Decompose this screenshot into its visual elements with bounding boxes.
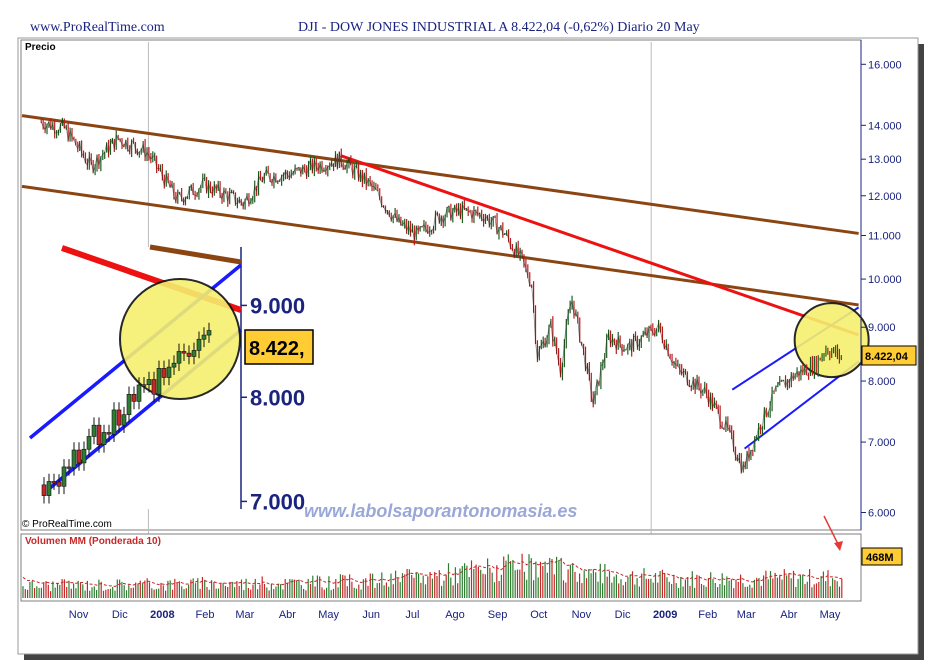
time-tick-label: Jun bbox=[362, 609, 380, 621]
price-tick-label: 7.000 bbox=[868, 437, 896, 449]
inset-candle bbox=[76, 449, 82, 464]
volume-moving-average bbox=[22, 558, 842, 588]
inset-candle bbox=[146, 379, 152, 385]
time-tick-label: Mar bbox=[235, 609, 254, 621]
price-axis: 16.000 14.000 13.000 12.000 11.000 10.000 9.00… bbox=[860, 40, 902, 530]
time-tick-label: Sep bbox=[488, 609, 508, 621]
time-tick-label: Dic bbox=[112, 609, 128, 621]
time-tick-label: May bbox=[318, 609, 339, 621]
time-tick-label: Nov bbox=[69, 609, 89, 621]
inset-candle bbox=[51, 481, 57, 484]
trend-line-2 bbox=[340, 154, 860, 337]
inset-candle bbox=[46, 481, 52, 496]
price-tick-label: 16.000 bbox=[868, 59, 902, 71]
time-tick-label: Jul bbox=[405, 609, 419, 621]
time-tick-label: May bbox=[820, 609, 841, 621]
inset-tick-label: 8.000 bbox=[250, 385, 305, 410]
price-tick-label: 14.000 bbox=[868, 120, 902, 132]
inset-candle bbox=[71, 449, 77, 469]
inset-candle bbox=[106, 432, 112, 435]
inset-brown-trend bbox=[149, 244, 242, 265]
time-tick-label: Abr bbox=[780, 609, 797, 621]
inset-candle bbox=[121, 414, 127, 426]
inset-candle bbox=[116, 409, 122, 426]
time-tick-label: Oct bbox=[530, 609, 547, 621]
price-series-line bbox=[40, 119, 842, 472]
volume-arrowhead bbox=[834, 541, 843, 551]
inset-candle bbox=[151, 379, 157, 395]
site-name: www.ProRealTime.com bbox=[30, 20, 165, 35]
price-tick-label: 11.000 bbox=[868, 231, 901, 243]
inset-candle bbox=[181, 351, 187, 354]
time-tick-label: Mar bbox=[737, 609, 756, 621]
inset-tick-label: 9.000 bbox=[250, 293, 305, 318]
time-tick-label: Feb bbox=[698, 609, 717, 621]
inset-candle bbox=[156, 368, 162, 395]
volume-value-label-text: 468M bbox=[866, 552, 894, 564]
price-tick-label: 8.000 bbox=[868, 376, 896, 388]
price-tick-label: 6.000 bbox=[868, 508, 896, 520]
price-panel-label: Precio bbox=[25, 42, 56, 53]
inset-candle bbox=[96, 424, 102, 446]
price-tick-label: 12.000 bbox=[868, 191, 902, 203]
last-price-label-text: 8.422,04 bbox=[865, 351, 909, 363]
volume-value-label bbox=[861, 547, 903, 566]
inset-candle bbox=[206, 330, 212, 336]
inset-candle bbox=[66, 466, 72, 469]
highlight-circle bbox=[793, 302, 870, 379]
inset-candle bbox=[61, 466, 67, 487]
time-axis: Nov Dic 2008 Feb Mar Abr May Jun Jul Ago Sep Oct Nov… bbox=[69, 609, 841, 621]
price-tick-label: 10.000 bbox=[868, 274, 902, 286]
inset-candle bbox=[111, 409, 117, 435]
inset-candle bbox=[161, 368, 167, 378]
inset-candle bbox=[191, 350, 197, 357]
inset-candle bbox=[201, 334, 207, 340]
copyright: © ProRealTime.com bbox=[22, 519, 112, 530]
volume-panel-label: Volumen MM (Ponderada 10) bbox=[25, 536, 161, 547]
inset-candle bbox=[196, 338, 202, 351]
inset-candle bbox=[136, 384, 142, 402]
inset-candle bbox=[176, 351, 182, 364]
time-tick-label: 2008 bbox=[150, 609, 174, 621]
inset-candle bbox=[141, 384, 147, 387]
inset-candle bbox=[56, 481, 62, 487]
price-tick-label: 13.000 bbox=[868, 154, 902, 166]
inset-candle bbox=[91, 424, 97, 437]
inset-tick-label: 7.000 bbox=[250, 489, 305, 514]
price-tick-label: 9.000 bbox=[868, 322, 896, 334]
time-tick-label: Ago bbox=[445, 609, 465, 621]
inset-candle bbox=[126, 394, 132, 415]
inset-price-label-text: 8.422, bbox=[249, 338, 305, 360]
time-tick-label: Dic bbox=[615, 609, 631, 621]
trend-line-0 bbox=[21, 114, 859, 235]
inset-zoom: 9.000 8.000 7.000 8.422, bbox=[24, 244, 314, 514]
watermark-url: www.labolsaporantonomasia.es bbox=[304, 501, 577, 521]
inset-candle bbox=[131, 394, 137, 402]
inset-highlight-circle bbox=[119, 278, 241, 400]
inset-candle bbox=[86, 436, 92, 450]
inset-candle bbox=[81, 448, 87, 464]
inset-candle bbox=[171, 362, 177, 368]
time-tick-label: Abr bbox=[279, 609, 296, 621]
last-price-label bbox=[861, 345, 917, 366]
inset-candle bbox=[41, 484, 47, 496]
chart-header-title: DJI - DOW JONES INDUSTRIAL A 8.422,04 (-… bbox=[298, 20, 700, 35]
time-tick-label: Nov bbox=[572, 609, 592, 621]
inset-candle bbox=[186, 352, 192, 357]
inset-price-label bbox=[244, 329, 314, 365]
inset-candle bbox=[166, 366, 172, 378]
time-tick-label: Feb bbox=[195, 609, 214, 621]
inset-candle bbox=[101, 432, 107, 446]
time-tick-label: 2009 bbox=[653, 609, 677, 621]
